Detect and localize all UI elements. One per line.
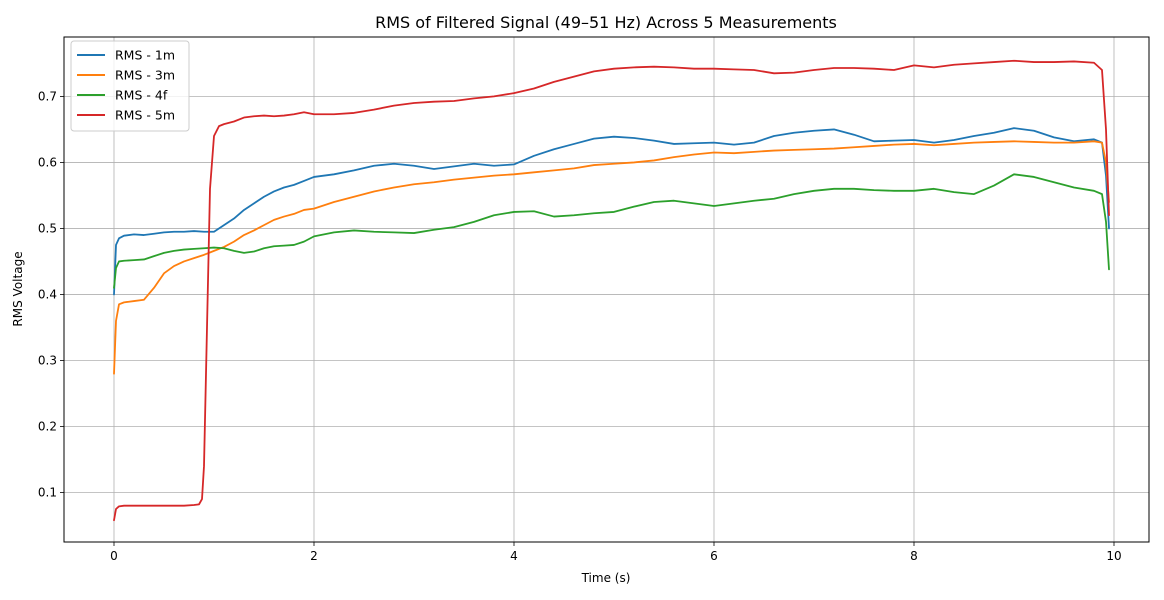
x-axis-ticks: 0 2 4 6 8 10 <box>110 542 1122 563</box>
y-tick-label: 0.2 <box>38 419 57 433</box>
legend-label-1: RMS - 1m <box>115 48 175 63</box>
plot-background <box>64 37 1149 542</box>
series-lines <box>113 59 1110 522</box>
y-tick-label: 0.3 <box>38 353 57 367</box>
x-tick-label: 8 <box>910 549 918 563</box>
y-tick-label: 0.7 <box>38 89 57 103</box>
y-axis-label: RMS Voltage <box>11 251 25 326</box>
series-line-3 <box>113 173 1110 289</box>
y-tick-label: 0.5 <box>38 221 57 235</box>
y-gridlines <box>64 96 1149 493</box>
x-tick-label: 4 <box>510 549 518 563</box>
legend: RMS - 1m RMS - 3m RMS - 4f RMS - 5m <box>70 40 190 132</box>
x-tick-label: 6 <box>710 549 718 563</box>
legend-label-4: RMS - 5m <box>115 108 175 123</box>
series-line-1 <box>113 127 1110 296</box>
y-axis-ticks: 0.1 0.2 0.3 0.4 0.5 0.6 0.7 <box>38 89 64 499</box>
legend-label-2: RMS - 3m <box>115 68 175 83</box>
series-line-2 <box>113 140 1110 375</box>
x-tick-label: 0 <box>110 549 118 563</box>
y-tick-label: 0.6 <box>38 155 57 169</box>
plot-area <box>63 36 1150 543</box>
x-axis-label: Time (s) <box>581 571 631 585</box>
legend-box <box>70 40 190 132</box>
x-tick-label: 2 <box>310 549 318 563</box>
y-tick-label: 0.1 <box>38 485 57 499</box>
y-tick-label: 0.4 <box>38 287 57 301</box>
plot-frame <box>63 36 1150 543</box>
x-tick-label: 10 <box>1106 549 1121 563</box>
chart-title: RMS of Filtered Signal (49–51 Hz) Across… <box>375 13 837 32</box>
legend-label-3: RMS - 4f <box>115 88 168 103</box>
series-line-4 <box>113 59 1110 522</box>
